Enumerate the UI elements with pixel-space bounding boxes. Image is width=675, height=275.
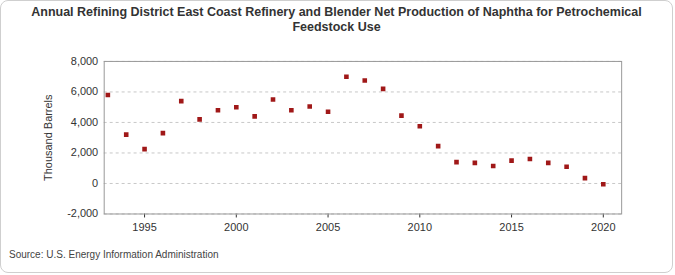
svg-text:1995: 1995: [132, 221, 156, 233]
svg-text:8,000: 8,000: [71, 55, 98, 67]
svg-text:2005: 2005: [316, 221, 340, 233]
svg-text:Thousand Barrels: Thousand Barrels: [42, 94, 54, 181]
svg-text:6,000: 6,000: [71, 85, 98, 97]
svg-text:2010: 2010: [408, 221, 432, 233]
html-text:Annual Refining District East: Annual Refining District East Coast Refi…: [31, 5, 642, 34]
svg-text:2,000: 2,000: [71, 146, 98, 158]
svg-text:4,000: 4,000: [71, 116, 98, 128]
svg-text:2020: 2020: [591, 221, 615, 233]
svg-text:2000: 2000: [224, 221, 248, 233]
html-text:Source: U.S. Energy Informatio: Source: U.S. Energy Information Administ…: [9, 249, 219, 260]
svg-text:-2,000: -2,000: [67, 207, 98, 219]
svg-text:2015: 2015: [499, 221, 523, 233]
svg-text:0: 0: [92, 177, 98, 189]
